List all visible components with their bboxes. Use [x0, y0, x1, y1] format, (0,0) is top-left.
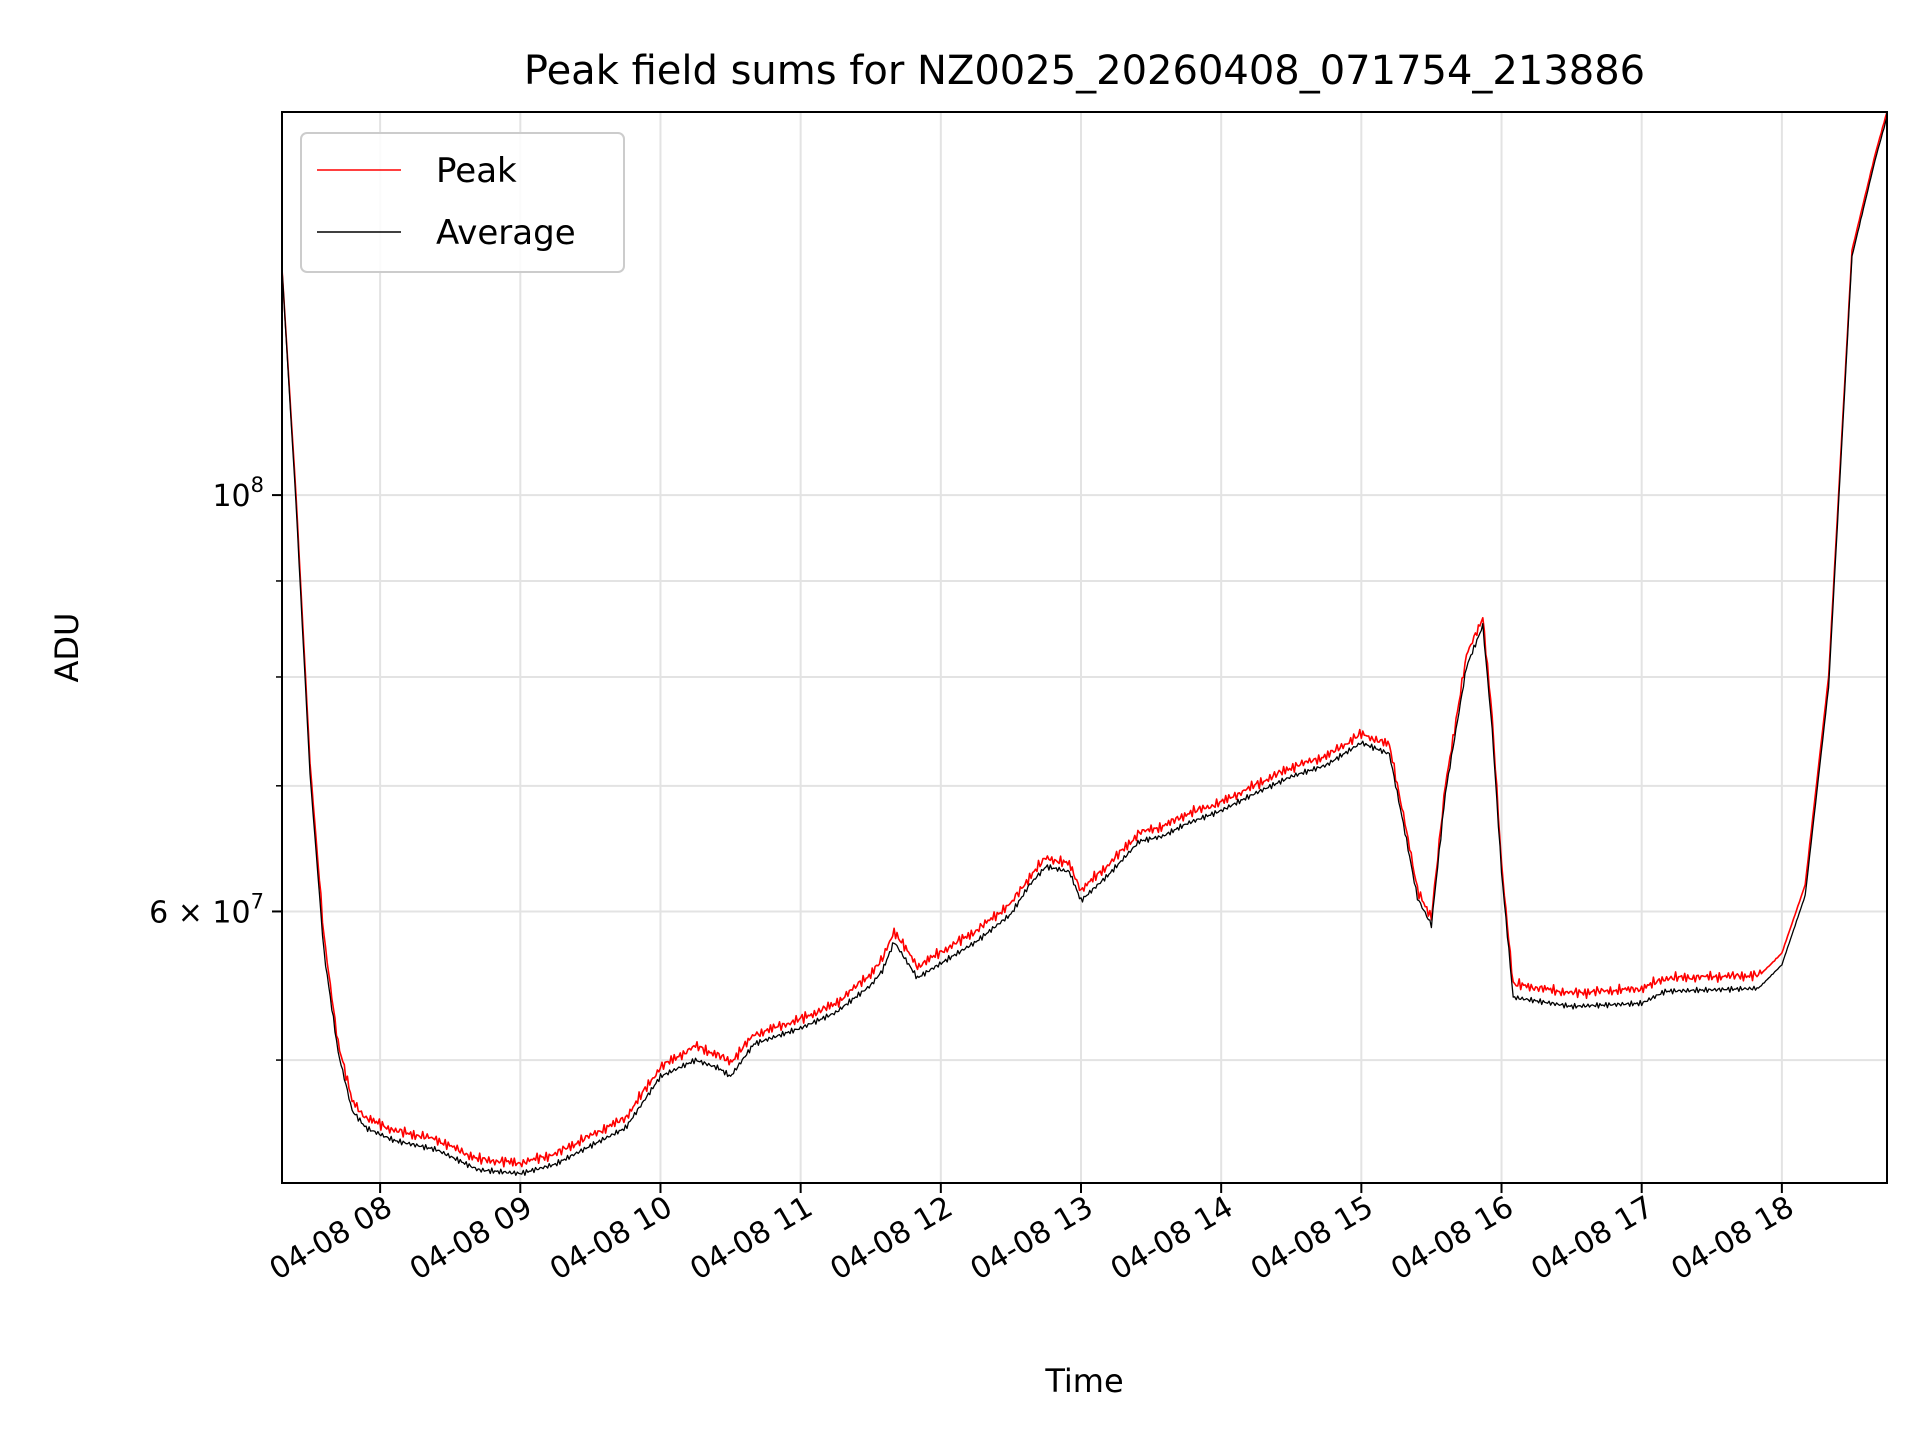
legend-label: Average: [436, 213, 576, 253]
y-tick-label: 6 × 107: [149, 889, 264, 930]
chart-title: Peak field sums for NZ0025_20260408_0717…: [524, 48, 1645, 94]
plot-frame: [281, 111, 1888, 1184]
y-axis-title: ADU: [48, 613, 86, 683]
x-axis-title: Time: [1044, 1362, 1123, 1400]
y-tick-label: 108: [212, 473, 264, 514]
legend-box: [300, 132, 625, 273]
series-line-peak: [282, 112, 1887, 1168]
y-tick-label-exponent: 7: [251, 889, 264, 913]
grid: [282, 112, 1887, 1183]
legend: Peak Average: [300, 132, 625, 273]
legend-label: Peak: [436, 151, 517, 191]
series-line-average: [282, 116, 1887, 1176]
series-layer: [282, 112, 1887, 1176]
y-tick-label-base: 10: [212, 479, 250, 514]
y-axis: 108 6 × 107: [149, 473, 282, 1061]
y-tick-label-exponent: 8: [251, 473, 264, 497]
y-tick-label-base: 6 × 10: [149, 895, 250, 930]
